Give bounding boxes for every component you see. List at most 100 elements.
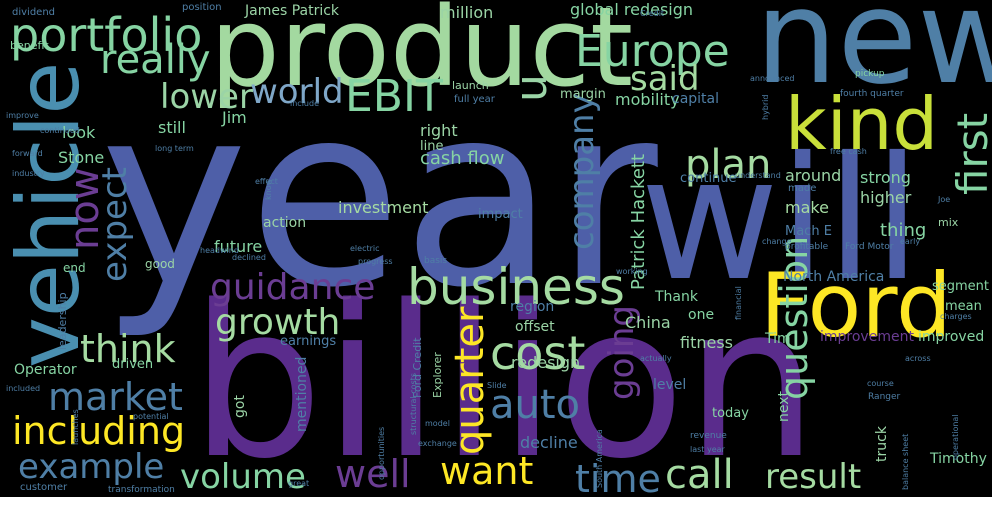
word-know: know <box>264 178 273 200</box>
word-china: China <box>625 313 671 332</box>
word-south-america: South America <box>595 429 604 488</box>
word-product: product <box>210 0 634 111</box>
word-think: think <box>80 327 176 371</box>
word-explorer: Explorer <box>431 352 444 398</box>
word-new: new <box>755 0 992 113</box>
word-u: u <box>506 74 557 102</box>
word-ford: Ford <box>760 254 952 357</box>
word-slide: Slide <box>487 381 507 390</box>
word-offset: offset <box>515 319 555 335</box>
word-plan: plan <box>685 142 772 188</box>
word-action: action <box>263 215 307 231</box>
word-kind: kind <box>785 82 939 166</box>
word-cloud: year billion product new will Ford kind vehicle… <box>0 0 992 497</box>
word-improvement: improvement <box>820 329 914 345</box>
word-portfolio: portfolio <box>10 8 203 62</box>
word-progress: progress <box>358 257 393 266</box>
word-timothy: Timothy <box>930 451 987 467</box>
word-look: look <box>62 123 96 142</box>
word-business: business <box>407 258 625 316</box>
word-include: include <box>290 99 319 108</box>
word-still: still <box>158 118 186 137</box>
word-hybrid: hybrid <box>761 94 770 120</box>
word-jim: Jim <box>222 108 247 127</box>
word-great: great <box>288 479 310 488</box>
word-market: market <box>48 375 183 419</box>
word-around: around <box>785 166 842 185</box>
word-time: time <box>575 457 661 497</box>
word-forward: forward <box>12 149 43 158</box>
word-joe: Joe <box>938 195 951 204</box>
word-understand: understand <box>735 171 781 180</box>
word-level: level <box>653 377 687 393</box>
word-free-cash: free cash <box>830 147 867 156</box>
word-tim: Tim <box>765 331 791 347</box>
word-driven: driven <box>112 357 154 372</box>
word-thank: Thank <box>655 289 698 305</box>
word-revenue: revenue <box>690 431 727 441</box>
word-one: one <box>688 307 715 323</box>
word-well: well <box>335 452 411 496</box>
word-profitable: profitable <box>785 242 829 252</box>
word-guidance: guidance <box>210 267 376 308</box>
word-company: company <box>562 93 602 250</box>
word-financial: financial <box>734 286 743 320</box>
word-question: question <box>772 235 816 400</box>
word-credit: Credit <box>640 9 665 18</box>
word-electric: electric <box>350 244 380 253</box>
word-last-year: last year <box>690 445 725 454</box>
word-continued: continued <box>40 126 80 135</box>
word-mix: mix <box>938 216 959 229</box>
word-industry: industry <box>12 169 45 178</box>
word-benefit: benefit <box>10 39 49 52</box>
word-billion: billion <box>190 260 819 497</box>
word-full-year: full year <box>454 94 495 105</box>
word-effect: effect <box>255 177 278 186</box>
word-truck: truck <box>874 426 890 462</box>
word-operational: operational <box>951 414 960 460</box>
word-cost: cost <box>490 326 586 380</box>
word-year: year <box>100 51 658 342</box>
word-capital: capital <box>672 91 720 107</box>
word-got: got <box>232 395 248 418</box>
word-position: position <box>182 2 222 13</box>
word-quarter: quarter <box>447 306 493 455</box>
word-actually: actually <box>640 354 672 363</box>
word-launch: launch <box>452 79 489 92</box>
word-call: call <box>665 452 734 497</box>
word-basis: basis <box>424 256 448 266</box>
word-result: result <box>765 457 862 497</box>
word-really: really <box>100 37 211 83</box>
word-end: end <box>63 261 86 275</box>
word-made: made <box>788 183 817 194</box>
word-opportunities: opportunities <box>377 426 386 480</box>
word-charges: charges <box>940 312 972 321</box>
word-mach-e: Mach E <box>785 224 832 239</box>
word-global-redesign: global redesign <box>570 0 694 19</box>
word-first: first <box>948 112 992 195</box>
word-line: line <box>420 139 444 154</box>
word-improve: improve <box>6 111 39 120</box>
word-fitness: fitness <box>680 333 734 352</box>
word-balance-sheet: balance sheet <box>901 433 910 490</box>
word-segment: segment <box>932 279 990 294</box>
word-including: including <box>12 409 186 453</box>
word-example: example <box>18 447 165 487</box>
word-impact: impact <box>478 207 523 222</box>
word-announced: announced <box>750 74 795 83</box>
word-operator: Operator <box>14 362 77 378</box>
word-exchange: exchange <box>418 439 457 448</box>
word-customer: customer <box>20 482 68 493</box>
word-improved: improved <box>918 329 985 345</box>
word-earnings: earnings <box>280 334 337 349</box>
word-james-patrick: James Patrick <box>245 3 340 19</box>
word-headwind: headwind <box>200 246 239 255</box>
word-structural-costs: structural costs <box>409 373 418 435</box>
word-expect: expect <box>95 167 135 282</box>
word-will: will <box>640 121 921 319</box>
word-world: world <box>250 72 344 112</box>
word-investment: investment <box>338 198 429 217</box>
word-continue: continue <box>680 171 737 186</box>
word-lower: lower <box>160 77 253 117</box>
word-right: right <box>420 121 458 140</box>
